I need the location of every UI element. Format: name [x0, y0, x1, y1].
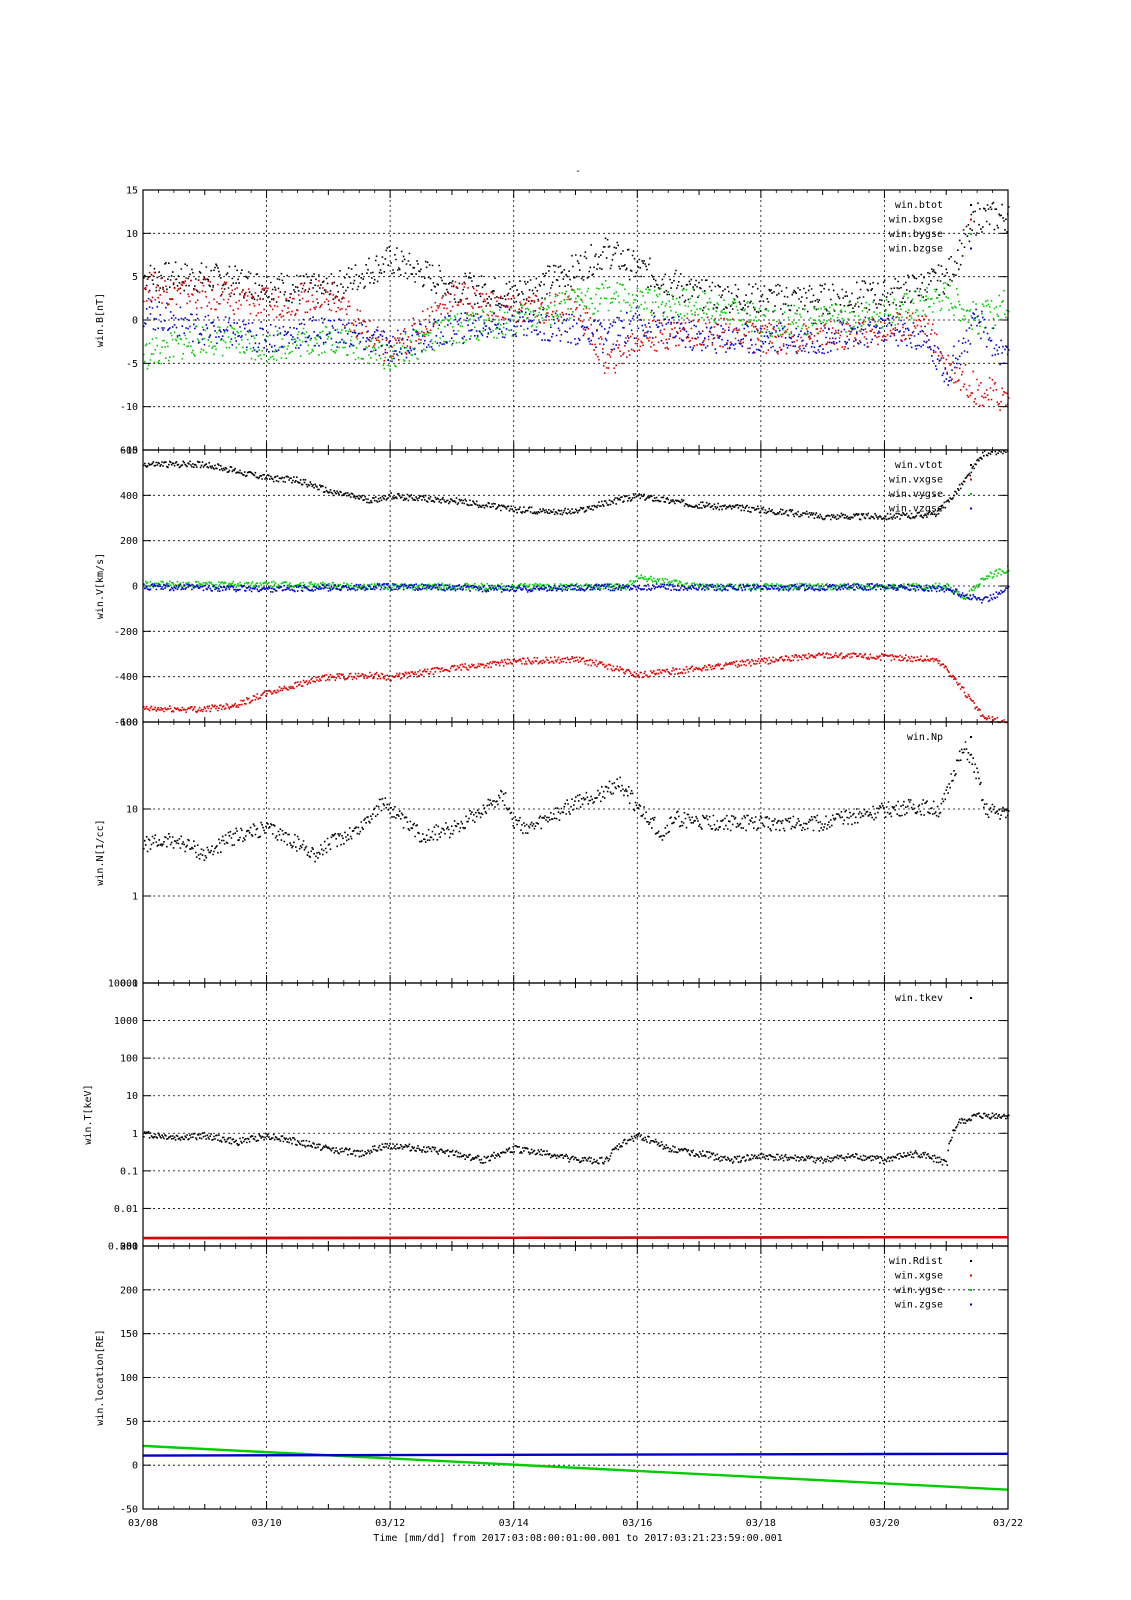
y-tick-label: 10000 — [108, 979, 138, 990]
plot-frame — [142, 1245, 1009, 1510]
panel-5: 250 200 150 100 50 0 -50 win.location[RE] win.Rd… — [95, 1236, 1009, 1516]
legend-label: win.ygse — [895, 1285, 943, 1296]
x-tick-label: 03/18 — [746, 1518, 776, 1529]
y-tick-label: 10 — [126, 229, 138, 240]
legend-label: win.zgse — [895, 1300, 943, 1311]
series-line-win-xgse — [142, 1236, 1009, 1240]
legend-label: win.vtot — [895, 460, 943, 471]
legend-label: win.Np — [907, 732, 943, 743]
series-points-win-vygse — [143, 565, 1010, 600]
y-tick-label: 0.001 — [108, 1242, 138, 1253]
x-tick-label: 03/16 — [622, 1518, 652, 1529]
legend-marker — [970, 493, 972, 495]
legend-label: win.bzgse — [889, 244, 943, 255]
y-tick-label: -15 — [120, 446, 138, 457]
y-tick-label: -5 — [126, 359, 138, 370]
series-points-win-bzgse — [143, 297, 1010, 386]
series-points-win-Np — [143, 741, 1010, 863]
x-tick-label: 03/08 — [128, 1518, 158, 1529]
legend-label: win.bxgse — [889, 215, 943, 226]
y-tick-label: 200 — [120, 536, 138, 547]
y-tick-label: 10 — [126, 805, 138, 816]
series-points-win-tkev — [143, 1112, 1010, 1166]
panel-2: 600 400 200 0 -200 -400 -600 win.V[km/s] win.vto… — [95, 446, 1010, 729]
series-line-win-zgse — [142, 1452, 1009, 1457]
y-tick-label: 100 — [120, 718, 138, 729]
y-tick-label: 1 — [132, 1129, 138, 1140]
x-tick-label: 03/22 — [993, 1518, 1023, 1529]
legend-marker — [970, 204, 972, 206]
legend-label: win.vxgse — [889, 475, 943, 486]
legend-label: win.bygse — [889, 229, 943, 240]
legend-label: win.xgse — [895, 1271, 943, 1282]
figure-title: - — [575, 166, 581, 177]
legend-marker — [970, 1303, 972, 1306]
y-tick-label: -50 — [120, 1505, 138, 1516]
y-axis-label: win.N[1/cc] — [95, 819, 106, 885]
y-tick-label: 100 — [120, 1373, 138, 1384]
plot-frame — [142, 721, 1009, 984]
legend-marker — [970, 218, 972, 221]
y-tick-label: 0.01 — [114, 1204, 138, 1215]
y-tick-label: 400 — [120, 491, 138, 502]
y-tick-label: 100 — [120, 1054, 138, 1065]
y-axis-label: win.location[RE] — [95, 1329, 106, 1425]
y-tick-label: 0.1 — [120, 979, 138, 990]
y-axis-label: win.T[keV] — [83, 1084, 94, 1144]
y-tick-label: -10 — [120, 402, 138, 413]
legend-label: win.Rdist — [889, 1256, 943, 1267]
legend-marker — [970, 464, 972, 466]
legend-marker — [970, 247, 972, 250]
y-tick-label: 1000 — [114, 1016, 138, 1027]
y-tick-label: 250 — [120, 1242, 138, 1253]
legend-marker — [970, 1274, 972, 1277]
y-tick-label: 600 — [120, 446, 138, 457]
x-tick-label: 03/10 — [252, 1518, 282, 1529]
y-tick-label: 0 — [132, 582, 138, 593]
x-tick-label: 03/14 — [499, 1518, 529, 1529]
y-tick-label: -400 — [114, 672, 138, 683]
panel-3: 100 10 1 0.1 win.N[1/cc] win.Np — [95, 718, 1010, 990]
legend-label: win.vzgse — [889, 504, 943, 515]
series-line-win-ygse — [142, 1444, 1009, 1491]
legend-marker — [970, 1289, 972, 1291]
legend-label: win.btot — [895, 200, 943, 211]
y-tick-label: -200 — [114, 627, 138, 638]
series-points-win-bygse — [143, 280, 1010, 370]
plot-frame — [142, 982, 1009, 1247]
y-tick-label: 150 — [120, 1329, 138, 1340]
y-tick-label: 200 — [120, 1285, 138, 1296]
y-tick-label: 1 — [132, 892, 138, 903]
panel-1: 15 10 5 0 -5 -10 -15 win.B[nT] win.btot win.bxgse… — [95, 186, 1010, 457]
x-tick-label: 03/20 — [869, 1518, 899, 1529]
legend-marker — [970, 478, 972, 481]
series-points-win-bxgse — [143, 271, 1010, 411]
y-tick-label: -600 — [114, 718, 138, 729]
y-tick-label: 10 — [126, 1091, 138, 1102]
legend-marker — [970, 507, 972, 510]
series-points-win-vxgse — [143, 652, 1008, 724]
legend-label: win.vygse — [889, 489, 943, 500]
series-points-win-vtot — [143, 450, 1009, 521]
y-tick-label-overlap: 300 — [120, 1242, 138, 1253]
series-points-win-vzgse — [143, 583, 1010, 604]
y-tick-label: 15 — [126, 186, 138, 197]
y-tick-label: 0.1 — [120, 1166, 138, 1177]
legend-marker — [970, 233, 972, 235]
legend-marker — [970, 997, 972, 999]
y-axis-label: win.B[nT] — [95, 293, 106, 347]
legend-label: win.tkev — [895, 993, 943, 1004]
y-axis-label: win.V[km/s] — [95, 553, 106, 619]
y-tick-label: 0 — [132, 1461, 138, 1472]
x-tick-label: 03/12 — [375, 1518, 405, 1529]
legend-marker — [970, 736, 972, 738]
x-axis-label: Time [mm/dd] from 2017:03:08:00:01:00.00… — [373, 1533, 782, 1544]
legend-marker — [970, 1260, 972, 1262]
y-tick-label: 0 — [132, 316, 138, 327]
y-tick-label: 5 — [132, 272, 138, 283]
y-tick-label: 50 — [126, 1417, 138, 1428]
